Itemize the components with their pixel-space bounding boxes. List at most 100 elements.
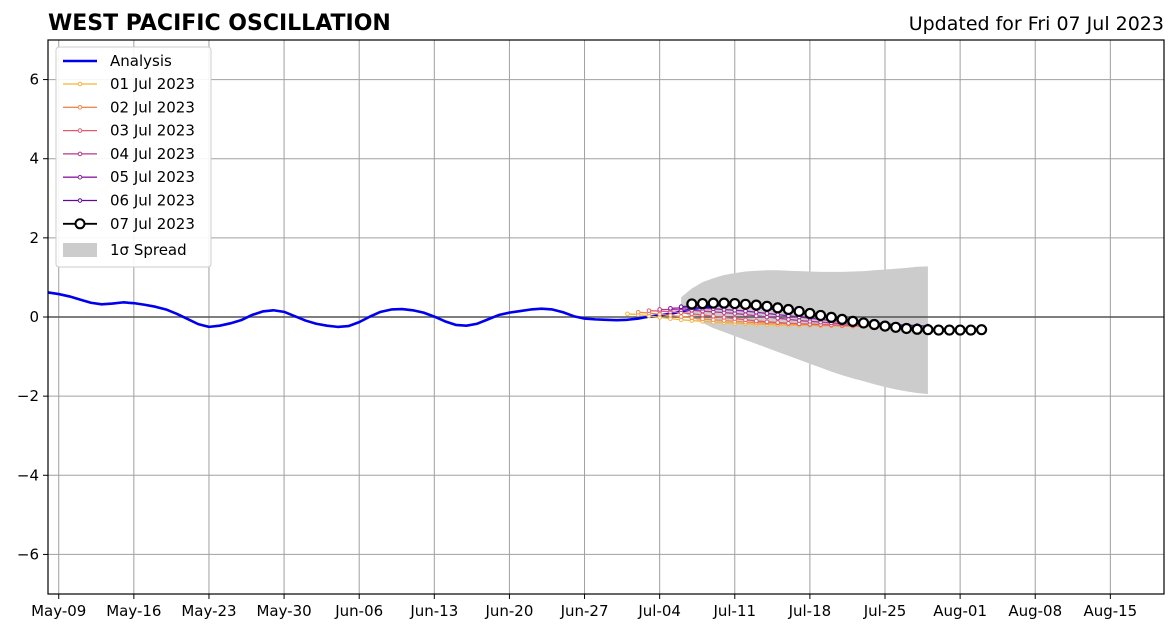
- forecast-point: [753, 313, 759, 319]
- legend-label: 05 Jul 2023: [110, 168, 195, 186]
- forecast-point: [857, 317, 870, 329]
- forecast-point: [718, 297, 730, 309]
- forecast-point: [707, 297, 719, 309]
- x-tick-label: Jun-27: [560, 602, 609, 620]
- forecast-point: [786, 317, 791, 322]
- forecast-point: [943, 324, 955, 336]
- forecast-point: [796, 318, 802, 323]
- forecast-point: [890, 321, 902, 333]
- legend-item-spread: 1σ Spread: [63, 241, 187, 259]
- x-tick-label: Aug-08: [1008, 602, 1062, 620]
- forecast-point: [836, 313, 848, 325]
- legend: Analysis 01 Jul 2023 02 Jul 2023 03 Jul 202…: [55, 46, 212, 268]
- forecast-point: [750, 299, 762, 311]
- legend-label: 02 Jul 2023: [110, 98, 195, 116]
- legend-item-forecast: 02 Jul 2023: [63, 98, 195, 116]
- forecast-point: [743, 312, 748, 317]
- forecast-point: [743, 317, 748, 323]
- forecast-point: [668, 305, 673, 311]
- legend-label: 07 Jul 2023: [110, 215, 195, 233]
- forecast-point: [689, 311, 695, 317]
- legend-label: Analysis: [110, 52, 172, 70]
- forecast-point: [646, 308, 652, 313]
- x-tick-label: Jul-04: [637, 602, 681, 620]
- legend-item-forecast: 01 Jul 2023: [63, 75, 195, 93]
- forecast-point: [815, 309, 827, 322]
- legend-label: 01 Jul 2023: [110, 75, 195, 93]
- y-tick-label: −6: [17, 545, 39, 563]
- forecast-point: [753, 309, 759, 315]
- forecast-point: [761, 300, 773, 312]
- forecast-point: [657, 307, 662, 312]
- forecast-point: [793, 305, 805, 318]
- forecast-point: [804, 307, 816, 320]
- y-tick-label: 0: [29, 308, 39, 326]
- forecast-point: [711, 313, 716, 319]
- legend-label: 1σ Spread: [110, 241, 187, 259]
- x-tick-label: May-23: [181, 602, 236, 620]
- forecast-point: [879, 320, 891, 332]
- forecast-point: [721, 315, 727, 320]
- legend-marker: [77, 174, 83, 180]
- analysis-line: [47, 291, 736, 329]
- forecast-point: [753, 318, 759, 324]
- x-tick-label: Jul-25: [863, 602, 907, 620]
- legend-marker: [77, 105, 83, 110]
- forecast-point: [700, 312, 705, 318]
- spread-band-layer: [681, 266, 928, 395]
- forecast-point: [668, 313, 673, 318]
- forecast-point: [689, 315, 695, 321]
- forecast-point: [764, 319, 770, 325]
- series-layer: [47, 291, 988, 336]
- x-tick-label: Jul-11: [712, 602, 756, 620]
- chart-subtitle: Updated for Fri 07 Jul 2023: [909, 13, 1164, 35]
- chart-title: WEST PACIFIC OSCILLATION: [48, 11, 391, 36]
- legend-marker: [74, 218, 86, 230]
- forecast-point: [868, 318, 880, 331]
- legend-item-forecast: 07 Jul 2023: [63, 215, 195, 233]
- forecast-point: [775, 315, 780, 321]
- forecast-point: [786, 321, 791, 326]
- forecast-point: [922, 324, 934, 336]
- forecast-point: [732, 316, 738, 321]
- legend-marker: [77, 151, 83, 157]
- x-tick-label: May-16: [106, 602, 161, 620]
- x-tick-label: Aug-01: [933, 602, 987, 620]
- forecast-point: [764, 314, 770, 320]
- y-tick-label: −2: [17, 387, 39, 405]
- legend-label: 06 Jul 2023: [110, 192, 195, 210]
- legend-item-forecast: 06 Jul 2023: [63, 192, 195, 210]
- forecast-point: [635, 309, 641, 315]
- forecast-point: [764, 311, 770, 316]
- legend-label: 04 Jul 2023: [110, 145, 195, 163]
- forecast-point: [729, 297, 741, 310]
- y-tick-label: 4: [29, 150, 39, 168]
- forecast-point: [911, 323, 923, 335]
- legend-label: 03 Jul 2023: [110, 122, 195, 140]
- y-tick-label: 6: [29, 71, 39, 89]
- y-axis-ticks: 6 4 2 0 −2 −4 −6: [17, 71, 48, 563]
- forecast-point: [782, 303, 795, 316]
- forecast-point: [847, 315, 859, 327]
- legend-item-analysis: Analysis: [63, 52, 172, 70]
- legend-box: [55, 46, 212, 268]
- forecast-point: [975, 324, 988, 336]
- forecast-point: [700, 316, 705, 322]
- legend-item-forecast: 03 Jul 2023: [63, 122, 195, 140]
- legend-marker: [77, 81, 83, 87]
- x-tick-label: Aug-15: [1083, 602, 1137, 620]
- legend-swatch: [63, 243, 97, 257]
- y-tick-label: −4: [17, 466, 39, 484]
- x-axis-ticks: May-09 May-16 May-23 May-30 Jun-06 Jun-13 Jun-…: [31, 594, 1137, 620]
- legend-item-forecast: 04 Jul 2023: [63, 145, 195, 163]
- forecast-series: [686, 297, 988, 336]
- forecast-point: [954, 324, 966, 336]
- forecast-point: [900, 322, 913, 335]
- forecast-point: [678, 314, 684, 319]
- forecast-point: [933, 324, 945, 336]
- legend-item-forecast: 05 Jul 2023: [63, 168, 195, 186]
- x-tick-label: Jun-06: [334, 602, 383, 620]
- spread-band: [681, 266, 928, 395]
- forecast-point: [825, 311, 837, 323]
